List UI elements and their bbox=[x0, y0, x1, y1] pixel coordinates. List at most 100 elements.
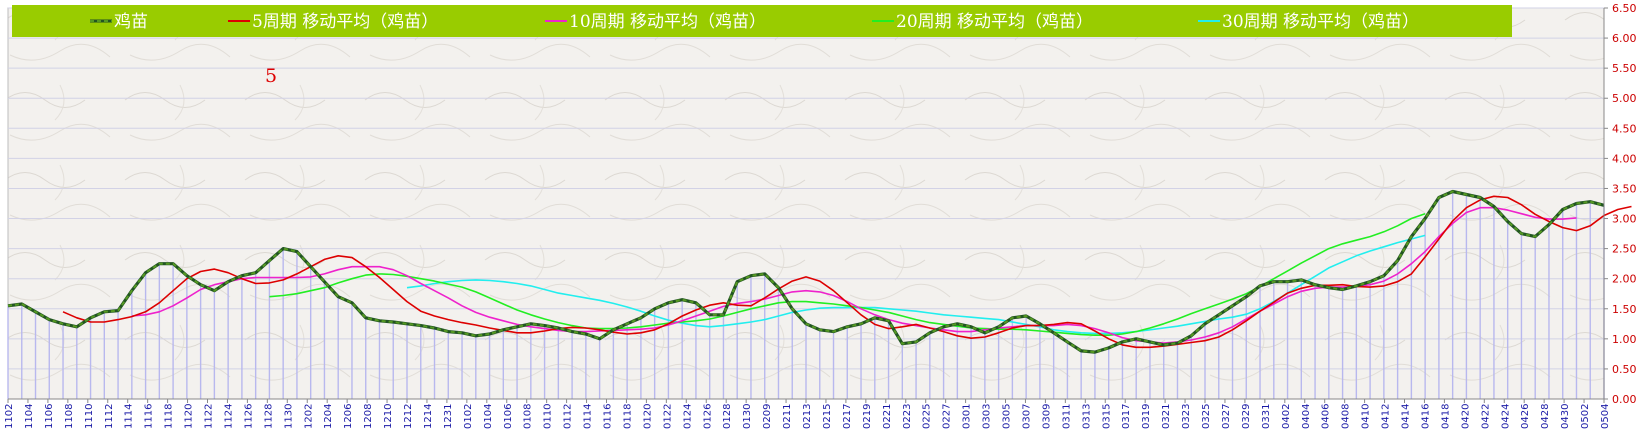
x-tick-label: 0406 bbox=[1321, 404, 1332, 429]
x-tick-label: 1120 bbox=[184, 404, 195, 429]
x-tick-label: 0108 bbox=[523, 404, 534, 429]
y-tick-label: 2.50 bbox=[1612, 243, 1637, 256]
x-tick-label: 0313 bbox=[1081, 404, 1092, 429]
y-tick-label: 6.50 bbox=[1612, 2, 1637, 15]
y-tick-label: 3.50 bbox=[1612, 182, 1637, 195]
x-tick-label: 0217 bbox=[842, 404, 853, 429]
series-line-main-dash bbox=[7, 190, 1605, 354]
x-tick-label: 1122 bbox=[204, 404, 215, 429]
x-tick-label: 0221 bbox=[882, 404, 893, 429]
x-tick-label: 1130 bbox=[283, 404, 294, 429]
x-tick-label: 0410 bbox=[1361, 404, 1372, 429]
y-tick-label: 1.50 bbox=[1612, 303, 1637, 316]
legend-background bbox=[12, 5, 1512, 37]
x-tick-label: 1106 bbox=[44, 404, 55, 429]
x-tick-label: 1104 bbox=[24, 404, 35, 429]
x-tick-label: 0309 bbox=[1041, 404, 1052, 429]
series-line bbox=[269, 212, 1426, 337]
legend: 鸡苗 5周期 移动平均（鸡苗） 10周期 移动平均（鸡苗） 20周期 移动平均（鸡苗）… bbox=[12, 5, 1512, 37]
bar-series bbox=[7, 191, 1605, 399]
x-tick-label: 0213 bbox=[802, 404, 813, 429]
x-tick-label: 0130 bbox=[742, 404, 753, 429]
x-tick-label: 0307 bbox=[1021, 404, 1032, 429]
legend-label: 5周期 移动平均（鸡苗） bbox=[252, 12, 438, 32]
x-tick-label: 0227 bbox=[942, 404, 953, 429]
x-tick-label: 0504 bbox=[1600, 404, 1611, 429]
y-tick-label: 5.00 bbox=[1612, 92, 1637, 105]
x-tick-label: 0404 bbox=[1301, 404, 1312, 429]
y-axis-ticks: 0.00 0.50 1.00 1.50 2.00 2.50 3.00 3.50 4.00 4.50… bbox=[1603, 2, 1637, 406]
x-tick-label: 0102 bbox=[463, 404, 474, 429]
x-tick-label: 1114 bbox=[124, 404, 135, 429]
x-tick-label: 0331 bbox=[1261, 404, 1272, 429]
x-tick-label: 0428 bbox=[1540, 404, 1551, 429]
x-tick-label: 1214 bbox=[423, 404, 434, 429]
x-tick-label: 0126 bbox=[702, 404, 713, 429]
x-tick-label: 0110 bbox=[543, 404, 554, 429]
x-tick-label: 0112 bbox=[563, 404, 574, 429]
x-tick-label: 1204 bbox=[323, 404, 334, 429]
x-tick-label: 0219 bbox=[862, 404, 873, 429]
x-tick-label: 0303 bbox=[982, 404, 993, 429]
x-tick-label: 0319 bbox=[1141, 404, 1152, 429]
legend-label: 10周期 移动平均（鸡苗） bbox=[569, 12, 766, 32]
x-tick-label: 0416 bbox=[1420, 404, 1431, 429]
x-tick-label: 0305 bbox=[1002, 404, 1013, 429]
y-tick-label: 4.00 bbox=[1612, 152, 1637, 165]
x-tick-label: 0104 bbox=[483, 404, 494, 429]
x-tick-label: 0315 bbox=[1101, 404, 1112, 429]
x-tick-label: 1206 bbox=[343, 404, 354, 429]
x-tick-label: 0424 bbox=[1500, 404, 1511, 429]
y-tick-label: 0.00 bbox=[1612, 393, 1637, 406]
x-tick-label: 0422 bbox=[1480, 404, 1491, 429]
x-tick-label: 1208 bbox=[363, 404, 374, 429]
y-tick-label: 2.00 bbox=[1612, 273, 1637, 286]
x-tick-label: 0116 bbox=[603, 404, 614, 429]
x-tick-label: 1126 bbox=[243, 404, 254, 429]
x-tick-label: 0209 bbox=[762, 404, 773, 429]
y-tick-label: 3.00 bbox=[1612, 213, 1637, 226]
x-tick-label: 1210 bbox=[383, 404, 394, 429]
y-tick-label: 4.50 bbox=[1612, 122, 1637, 135]
x-tick-label: 0329 bbox=[1241, 404, 1252, 429]
x-tick-label: 0317 bbox=[1121, 404, 1132, 429]
x-tick-label: 0128 bbox=[722, 404, 733, 429]
x-axis-ticks: 1102 1104 1106 1108 1110 1112 1114 1116 1118 1120… bbox=[4, 398, 1611, 429]
x-tick-label: 1118 bbox=[164, 404, 175, 429]
x-tick-label: 0420 bbox=[1460, 404, 1471, 429]
y-tick-label: 0.50 bbox=[1612, 363, 1637, 376]
x-tick-label: 0412 bbox=[1381, 404, 1392, 429]
x-tick-label: 0211 bbox=[782, 404, 793, 429]
x-tick-label: 0301 bbox=[962, 404, 973, 429]
x-tick-label: 1102 bbox=[4, 404, 15, 429]
x-tick-label: 1128 bbox=[263, 404, 274, 429]
x-tick-label: 0223 bbox=[902, 404, 913, 429]
x-tick-label: 0426 bbox=[1520, 404, 1531, 429]
x-tick-label: 1108 bbox=[64, 404, 75, 429]
x-tick-label: 0311 bbox=[1061, 404, 1072, 429]
x-tick-label: 1110 bbox=[84, 404, 95, 429]
legend-label: 20周期 移动平均（鸡苗） bbox=[896, 12, 1093, 32]
x-tick-label: 1231 bbox=[443, 404, 454, 429]
x-tick-label: 0321 bbox=[1161, 404, 1172, 429]
x-tick-label: 1112 bbox=[104, 404, 115, 429]
x-tick-label: 0414 bbox=[1401, 404, 1412, 429]
x-tick-label: 1116 bbox=[144, 404, 155, 429]
series-lines bbox=[7, 189, 1632, 354]
x-tick-label: 1212 bbox=[403, 404, 414, 429]
y-tick-label: 5.50 bbox=[1612, 62, 1637, 75]
x-tick-label: 0215 bbox=[822, 404, 833, 429]
series-line bbox=[406, 234, 1426, 335]
x-tick-label: 0106 bbox=[503, 404, 514, 429]
x-tick-label: 1124 bbox=[223, 404, 234, 429]
x-tick-label: 1202 bbox=[303, 404, 314, 429]
x-tick-label: 0430 bbox=[1560, 404, 1571, 429]
x-tick-label: 0418 bbox=[1440, 404, 1451, 429]
x-tick-label: 0327 bbox=[1221, 404, 1232, 429]
x-tick-label: 0225 bbox=[922, 404, 933, 429]
x-tick-label: 0120 bbox=[642, 404, 653, 429]
x-tick-label: 0114 bbox=[583, 404, 594, 429]
y-tick-label: 1.00 bbox=[1612, 333, 1637, 346]
